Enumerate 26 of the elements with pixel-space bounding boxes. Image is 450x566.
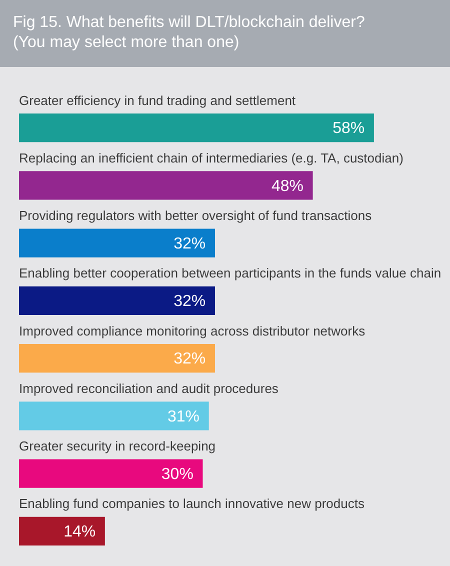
bar xyxy=(19,344,215,373)
y-tick-label: Enabling better cooperation between participants in the funds value chain xyxy=(19,266,442,281)
chart-subtitle: (You may select more than one) xyxy=(13,33,240,53)
chart-title: Fig 15. What benefits will DLT/blockchain deliver? xyxy=(13,13,366,33)
y-tick-label: Greater efficiency in fund trading and settlement xyxy=(19,92,296,108)
y-tick-label: Greater security in record-keeping xyxy=(19,438,216,454)
data-label: 58% xyxy=(332,120,365,138)
y-tick-label: Improved reconciliation and audit procedures xyxy=(19,380,279,396)
data-label: 31% xyxy=(168,408,200,426)
bar xyxy=(19,228,215,258)
data-label: 30% xyxy=(161,466,194,483)
bar xyxy=(19,171,313,200)
data-label: 32% xyxy=(174,350,206,368)
y-tick-label: Improved compliance monitoring across distributor networks xyxy=(19,323,366,338)
bar xyxy=(19,113,374,142)
y-tick-label: Enabling fund companies to launch innovative new products xyxy=(19,496,365,512)
data-label: 32% xyxy=(174,293,206,310)
data-label: 48% xyxy=(271,178,304,195)
bar xyxy=(19,286,215,316)
data-label: 32% xyxy=(174,235,206,252)
bar xyxy=(19,402,209,430)
y-tick-label: Replacing an inefficient chain of intermediaries (e.g. TA, custodian) xyxy=(19,150,404,166)
data-label: 14% xyxy=(64,524,96,541)
bar xyxy=(19,459,203,488)
y-tick-label: Providing regulators with better oversight of fund transactions xyxy=(19,208,372,224)
bar xyxy=(19,516,105,546)
